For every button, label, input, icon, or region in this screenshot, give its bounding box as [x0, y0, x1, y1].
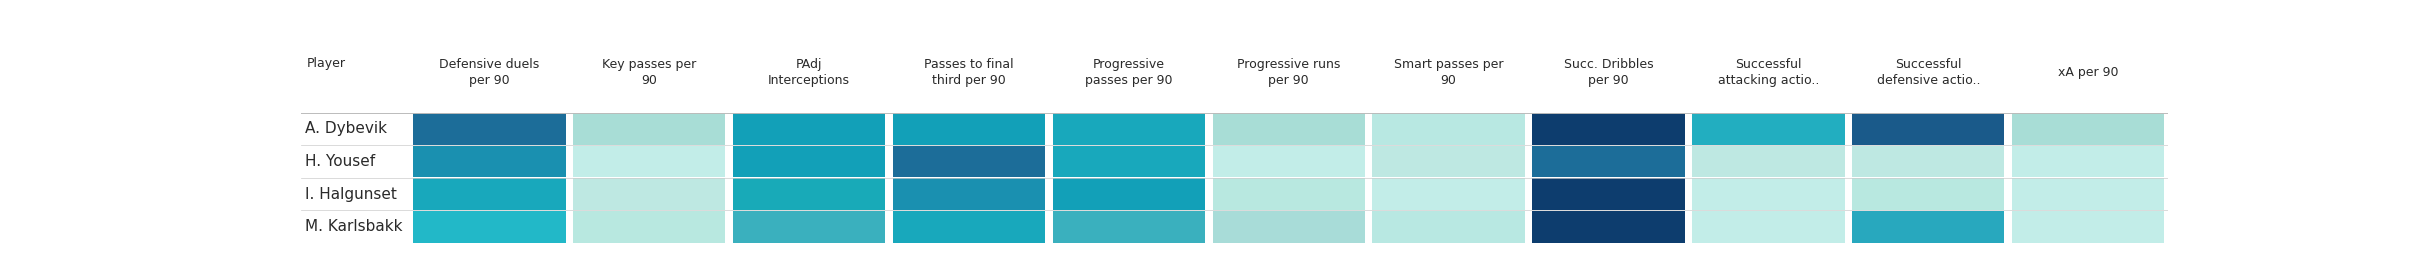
Bar — [1691, 178, 1845, 210]
Bar — [573, 146, 725, 177]
Bar — [414, 113, 566, 145]
Bar — [1053, 146, 1204, 177]
Bar — [732, 178, 887, 210]
Text: Succ. Dribbles
per 90: Succ. Dribbles per 90 — [1563, 58, 1653, 87]
Bar — [414, 146, 566, 177]
Bar — [1691, 146, 1845, 177]
Bar — [1373, 146, 1525, 177]
Text: I. Halgunset: I. Halgunset — [306, 187, 397, 201]
Text: Successful
attacking actio..: Successful attacking actio.. — [1718, 58, 1819, 87]
Text: xA per 90: xA per 90 — [2057, 66, 2118, 79]
Text: Smart passes per
90: Smart passes per 90 — [1395, 58, 1503, 87]
Bar — [732, 211, 887, 242]
Bar — [1853, 113, 2004, 145]
Bar — [414, 178, 566, 210]
Bar — [414, 211, 566, 242]
Bar — [1212, 178, 1366, 210]
Bar — [1212, 113, 1366, 145]
Bar — [1212, 146, 1366, 177]
Bar — [1532, 211, 1684, 242]
Bar — [1373, 178, 1525, 210]
Bar — [1373, 113, 1525, 145]
Text: Defensive duels
per 90: Defensive duels per 90 — [438, 58, 540, 87]
Bar — [1691, 211, 1845, 242]
Text: Progressive runs
per 90: Progressive runs per 90 — [1238, 58, 1339, 87]
Bar — [1212, 211, 1366, 242]
Text: Player: Player — [306, 57, 344, 70]
Bar — [2012, 146, 2163, 177]
Bar — [573, 178, 725, 210]
Bar — [1691, 113, 1845, 145]
Bar — [1053, 178, 1204, 210]
Bar — [2012, 211, 2163, 242]
Bar — [732, 146, 887, 177]
Text: Key passes per
90: Key passes per 90 — [602, 58, 696, 87]
Text: PAdj
Interceptions: PAdj Interceptions — [768, 58, 850, 87]
Bar — [1853, 211, 2004, 242]
Bar — [573, 113, 725, 145]
Bar — [1532, 178, 1684, 210]
Text: H. Yousef: H. Yousef — [306, 154, 376, 169]
Bar — [573, 211, 725, 242]
Bar — [1373, 211, 1525, 242]
Text: Passes to final
third per 90: Passes to final third per 90 — [925, 58, 1014, 87]
Bar — [2012, 178, 2163, 210]
Bar — [1053, 113, 1204, 145]
Bar — [2012, 113, 2163, 145]
Bar — [1853, 146, 2004, 177]
Bar — [1853, 178, 2004, 210]
Bar — [894, 146, 1046, 177]
Text: Progressive
passes per 90: Progressive passes per 90 — [1084, 58, 1173, 87]
Bar — [894, 178, 1046, 210]
Text: Successful
defensive actio..: Successful defensive actio.. — [1877, 58, 1980, 87]
Bar — [1053, 211, 1204, 242]
Bar — [1532, 146, 1684, 177]
Bar — [1532, 113, 1684, 145]
Bar — [894, 113, 1046, 145]
Bar — [732, 113, 887, 145]
Bar — [894, 211, 1046, 242]
Text: M. Karlsbakk: M. Karlsbakk — [306, 219, 402, 234]
Text: A. Dybevik: A. Dybevik — [306, 121, 388, 136]
